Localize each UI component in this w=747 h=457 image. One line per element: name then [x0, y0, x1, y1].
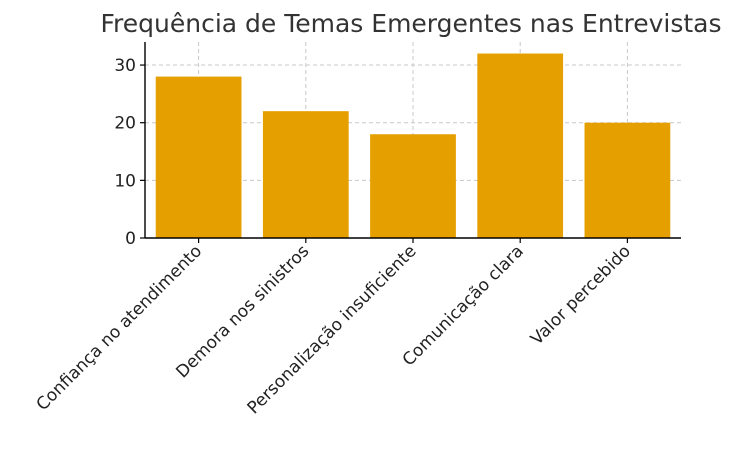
- bar-5: [584, 122, 671, 238]
- bar-4: [477, 53, 564, 238]
- x-tick-label: Valor percebido: [527, 241, 635, 349]
- x-tick-label: Comunicação clara: [399, 241, 528, 370]
- bar-1: [155, 76, 242, 239]
- bars: [155, 53, 671, 239]
- axes: [140, 42, 681, 243]
- x-tick-label: Confiança no atendimento: [33, 241, 207, 415]
- y-tick-label: 30: [114, 56, 136, 76]
- y-tick-label: 20: [114, 114, 136, 134]
- x-tick-label: Personalização insuficiente: [244, 241, 421, 418]
- bar-2: [262, 111, 349, 238]
- y-tick-labels: 0 10 20 30: [114, 56, 136, 249]
- bar-3: [370, 134, 456, 238]
- chart-title: Frequência de Temas Emergentes nas Entre…: [100, 9, 721, 38]
- y-tick-label: 0: [125, 229, 136, 249]
- y-tick-label: 10: [114, 171, 136, 191]
